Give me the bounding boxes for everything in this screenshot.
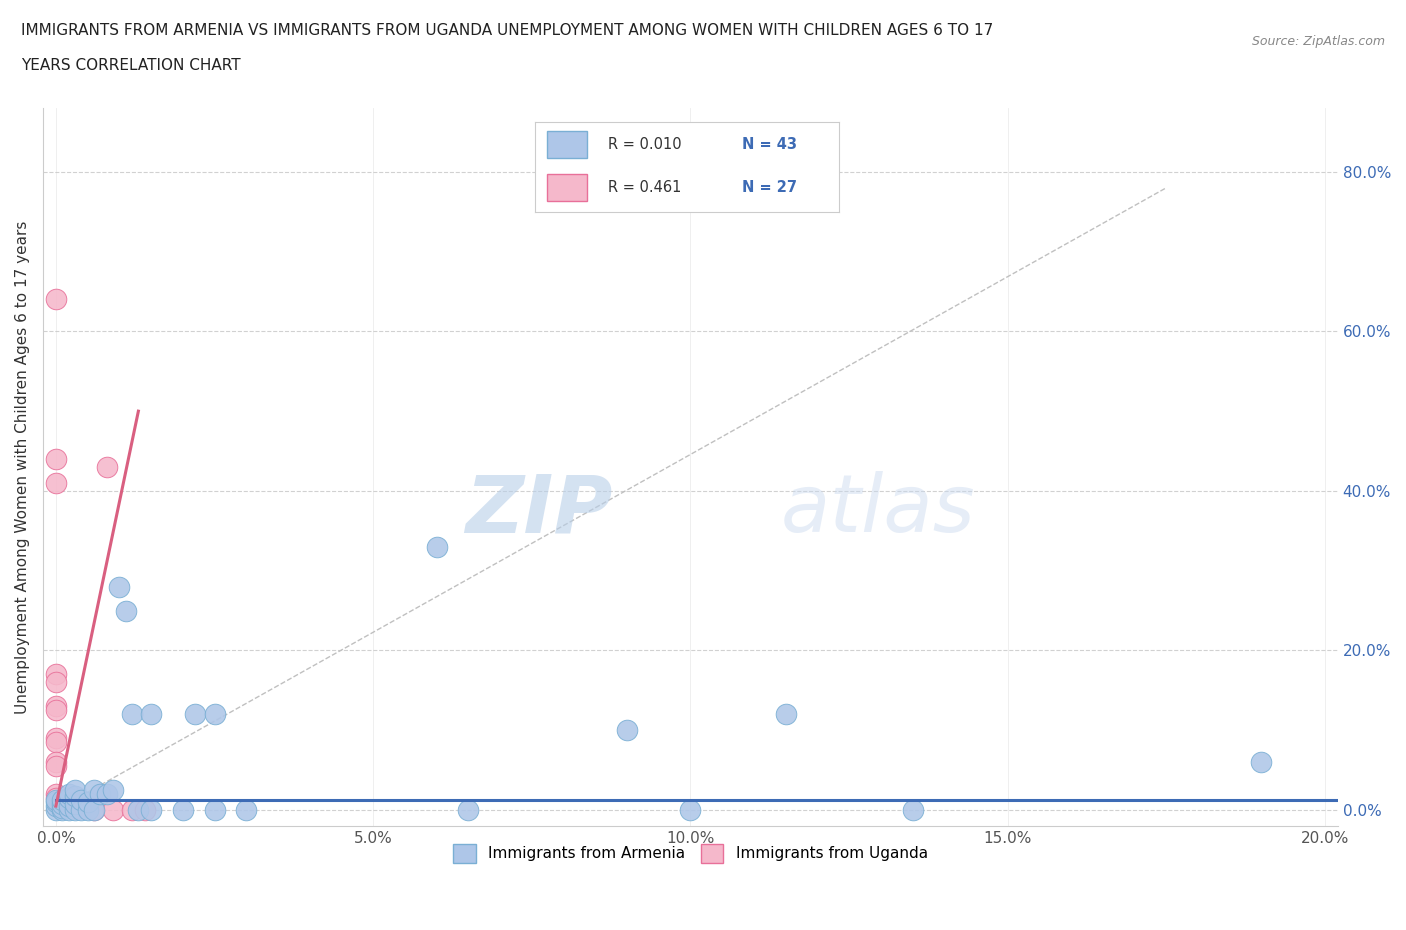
Point (45, 759, 67, 774)
Point (45, 755, 67, 770)
Point (51, 800, 73, 815)
Point (45, 667, 67, 682)
Point (45, 794, 67, 809)
Point (457, 803, 479, 817)
Point (63, 803, 86, 817)
Point (45, 793, 67, 808)
Point (51, 803, 73, 817)
Point (114, 604, 136, 618)
Point (134, 803, 156, 817)
Point (45, 731, 67, 746)
Point (58, 787, 80, 802)
Point (70, 803, 93, 817)
Point (1250, 755, 1272, 770)
Point (83, 783, 105, 798)
Point (63, 783, 86, 798)
Point (58, 803, 80, 817)
Point (45, 803, 67, 817)
Point (172, 803, 194, 817)
Point (235, 803, 257, 817)
Point (63, 799, 86, 814)
Point (127, 803, 149, 817)
Point (121, 707, 143, 722)
Point (45, 735, 67, 750)
Text: Source: ZipAtlas.com: Source: ZipAtlas.com (1251, 35, 1385, 48)
Text: YEARS CORRELATION CHART: YEARS CORRELATION CHART (21, 58, 240, 73)
Text: atlas: atlas (780, 472, 976, 549)
Point (45, 475, 67, 490)
Point (679, 803, 702, 817)
Point (108, 579, 131, 594)
Legend: Immigrants from Armenia, Immigrants from Uganda: Immigrants from Armenia, Immigrants from… (447, 838, 934, 869)
Point (70, 799, 93, 814)
Point (51, 796, 73, 811)
Point (101, 783, 124, 798)
Point (45, 703, 67, 718)
Y-axis label: Unemployment Among Women with Children Ages 6 to 17 years: Unemployment Among Women with Children A… (15, 220, 30, 713)
Point (45, 799, 67, 814)
Point (76, 799, 98, 814)
Point (101, 803, 124, 817)
Point (83, 803, 105, 817)
Point (63, 796, 86, 811)
Point (45, 790, 67, 805)
Text: IMMIGRANTS FROM ARMENIA VS IMMIGRANTS FROM UGANDA UNEMPLOYMENT AMONG WOMEN WITH : IMMIGRANTS FROM ARMENIA VS IMMIGRANTS FR… (21, 23, 994, 38)
Point (139, 707, 162, 722)
Point (45, 292, 67, 307)
Point (76, 794, 98, 809)
Point (70, 800, 93, 815)
Point (616, 723, 638, 737)
Point (58, 799, 80, 814)
Point (76, 803, 98, 817)
Point (139, 803, 162, 817)
Text: ZIP: ZIP (465, 472, 613, 549)
Point (204, 803, 226, 817)
Point (184, 707, 207, 722)
Point (96, 787, 118, 802)
Point (204, 707, 226, 722)
Point (63, 789, 86, 804)
Point (58, 790, 80, 805)
Point (96, 459, 118, 474)
Point (426, 539, 449, 554)
Point (58, 796, 80, 811)
Point (51, 794, 73, 809)
Point (89, 787, 111, 802)
Point (58, 794, 80, 809)
Point (45, 699, 67, 714)
Point (901, 803, 924, 817)
Point (45, 452, 67, 467)
Point (51, 793, 73, 808)
Point (63, 800, 86, 815)
Point (45, 675, 67, 690)
Point (51, 796, 73, 811)
Point (70, 793, 93, 808)
Point (121, 803, 143, 817)
Point (45, 787, 67, 802)
Point (83, 803, 105, 817)
Point (775, 707, 797, 722)
